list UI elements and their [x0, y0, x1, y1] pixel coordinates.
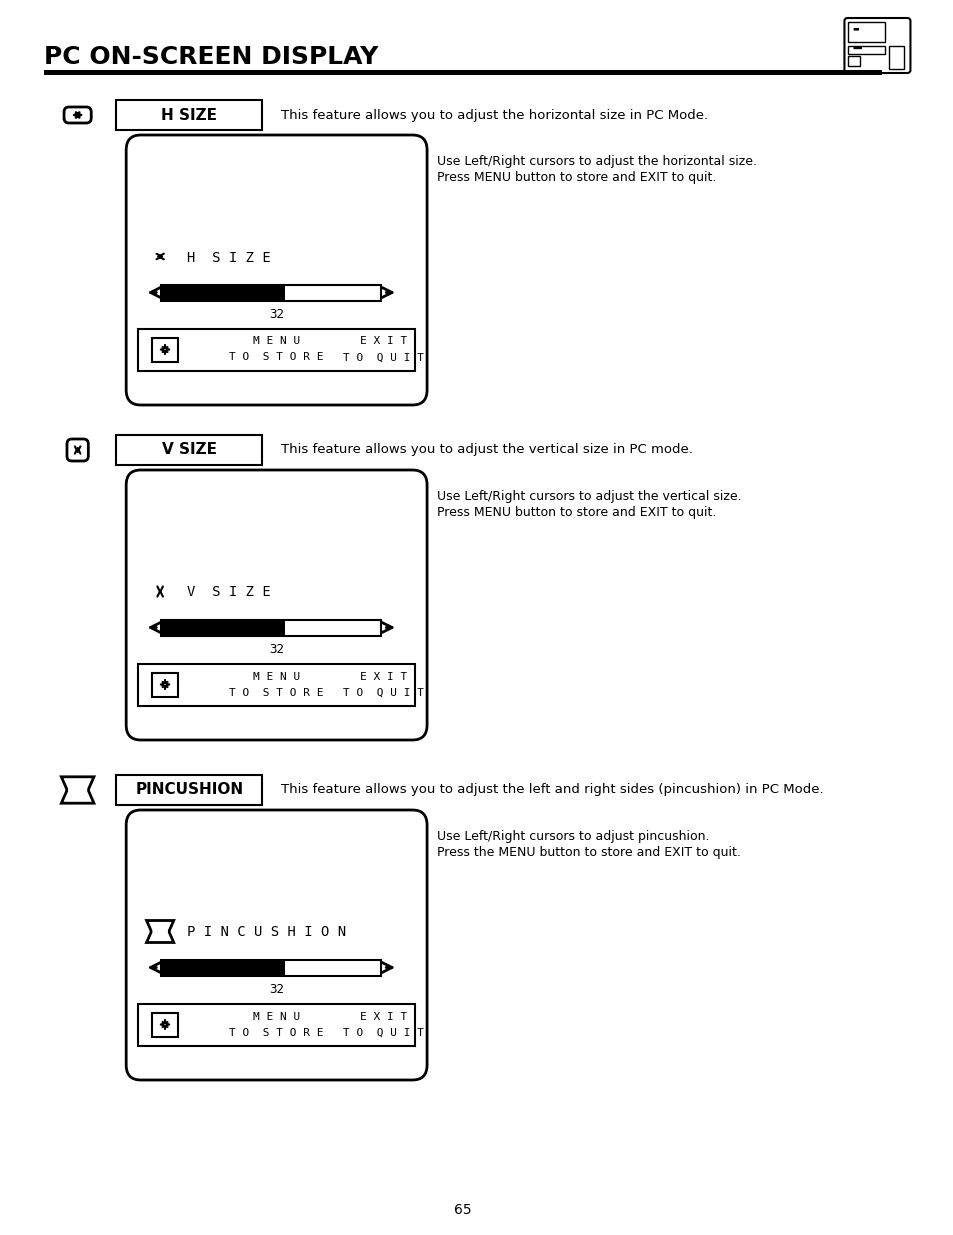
- Bar: [847, 56, 859, 65]
- Text: ▬: ▬: [851, 25, 858, 31]
- Text: E X I T: E X I T: [359, 336, 407, 347]
- Text: 65: 65: [454, 1203, 472, 1216]
- Bar: [161, 284, 284, 300]
- FancyBboxPatch shape: [843, 19, 909, 73]
- FancyBboxPatch shape: [126, 810, 427, 1079]
- Bar: [137, 1004, 415, 1046]
- Text: H  S I Z E: H S I Z E: [187, 251, 271, 264]
- Bar: [888, 46, 902, 69]
- Text: P I N C U S H I O N: P I N C U S H I O N: [187, 925, 346, 940]
- Text: M E N U: M E N U: [253, 672, 300, 682]
- Text: PC ON-SCREEN DISPLAY: PC ON-SCREEN DISPLAY: [44, 44, 377, 69]
- Text: T O  S T O R E: T O S T O R E: [229, 688, 323, 698]
- Bar: [161, 284, 381, 300]
- Text: 32: 32: [269, 983, 284, 995]
- Text: Press MENU button to store and EXIT to quit.: Press MENU button to store and EXIT to q…: [436, 506, 716, 519]
- Text: ▬▬: ▬▬: [851, 46, 862, 51]
- Polygon shape: [147, 920, 173, 942]
- Bar: [847, 46, 884, 54]
- Bar: [137, 663, 415, 705]
- Text: E X I T: E X I T: [359, 672, 407, 682]
- Bar: [116, 776, 262, 805]
- Bar: [44, 70, 882, 75]
- Text: H SIZE: H SIZE: [161, 107, 217, 122]
- Text: This feature allows you to adjust the left and right sides (pincushion) in PC Mo: This feature allows you to adjust the le…: [281, 783, 823, 797]
- Text: Use Left/Right cursors to adjust the vertical size.: Use Left/Right cursors to adjust the ver…: [436, 490, 740, 503]
- Text: Use Left/Right cursors to adjust pincushion.: Use Left/Right cursors to adjust pincush…: [436, 830, 708, 844]
- Bar: [116, 435, 262, 466]
- Bar: [161, 620, 381, 636]
- FancyBboxPatch shape: [152, 583, 169, 600]
- Bar: [152, 1013, 177, 1036]
- FancyBboxPatch shape: [126, 471, 427, 740]
- FancyBboxPatch shape: [64, 107, 91, 124]
- Text: T O  Q U I T: T O Q U I T: [342, 688, 423, 698]
- Bar: [161, 620, 284, 636]
- Text: V SIZE: V SIZE: [162, 442, 216, 457]
- Text: 32: 32: [269, 308, 284, 321]
- Bar: [161, 960, 381, 976]
- Text: This feature allows you to adjust the horizontal size in PC Mode.: This feature allows you to adjust the ho…: [281, 109, 708, 121]
- Polygon shape: [61, 777, 93, 803]
- Bar: [116, 100, 262, 130]
- Text: E X I T: E X I T: [359, 1011, 407, 1021]
- FancyBboxPatch shape: [67, 438, 89, 461]
- Bar: [137, 329, 415, 370]
- FancyBboxPatch shape: [149, 251, 171, 263]
- Text: Press MENU button to store and EXIT to quit.: Press MENU button to store and EXIT to q…: [436, 170, 716, 184]
- Text: Use Left/Right cursors to adjust the horizontal size.: Use Left/Right cursors to adjust the hor…: [436, 156, 756, 168]
- Text: V  S I Z E: V S I Z E: [187, 585, 271, 599]
- Text: Press the MENU button to store and EXIT to quit.: Press the MENU button to store and EXIT …: [436, 846, 740, 860]
- Text: M E N U: M E N U: [253, 1011, 300, 1021]
- Text: This feature allows you to adjust the vertical size in PC mode.: This feature allows you to adjust the ve…: [281, 443, 693, 457]
- Text: T O  Q U I T: T O Q U I T: [342, 352, 423, 363]
- Bar: [847, 22, 884, 42]
- Bar: [161, 960, 284, 976]
- Text: T O  S T O R E: T O S T O R E: [229, 352, 323, 363]
- Bar: [152, 673, 177, 697]
- FancyBboxPatch shape: [126, 135, 427, 405]
- Text: T O  Q U I T: T O Q U I T: [342, 1028, 423, 1037]
- Text: T O  S T O R E: T O S T O R E: [229, 1028, 323, 1037]
- Text: 32: 32: [269, 643, 284, 656]
- Text: PINCUSHION: PINCUSHION: [135, 783, 243, 798]
- Text: M E N U: M E N U: [253, 336, 300, 347]
- Bar: [152, 337, 177, 362]
